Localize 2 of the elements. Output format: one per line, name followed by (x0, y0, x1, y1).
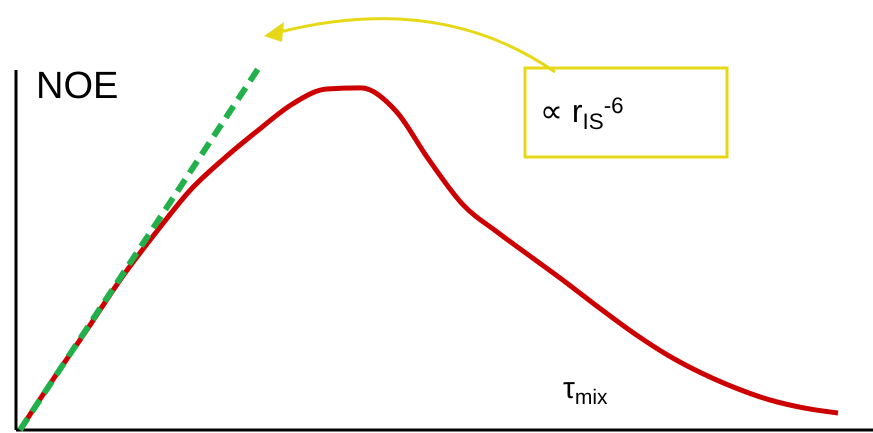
x-axis-title: τ$_{mix}$ (563, 372, 608, 410)
y-axis-title: NOE (36, 65, 118, 107)
